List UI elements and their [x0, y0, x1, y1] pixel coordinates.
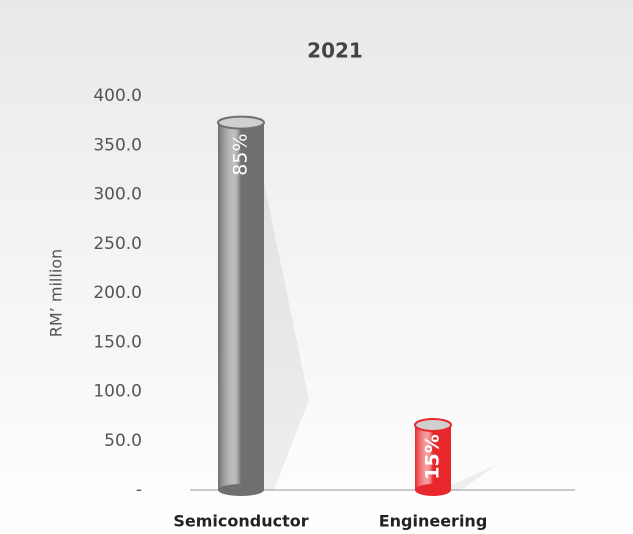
bar-bottom: [218, 484, 264, 496]
x-tick-label: Semiconductor: [173, 512, 308, 531]
bar-top: [414, 417, 452, 432]
bar-shine: [218, 122, 264, 490]
y-tick-label: 400.0: [93, 86, 142, 106]
y-tick-label: 350.0: [93, 135, 142, 155]
bar-shine: [415, 424, 451, 490]
bar-bottom: [415, 484, 451, 496]
y-tick-label: 250.0: [93, 234, 142, 254]
data-label: 85%: [230, 133, 252, 175]
chart-title: 2021: [307, 39, 363, 63]
y-tick-label: 150.0: [93, 332, 142, 352]
y-tick-label: -: [136, 480, 142, 500]
y-tick-label: 300.0: [93, 185, 142, 205]
y-axis-label: RM’ million: [47, 249, 66, 337]
bar-top: [217, 115, 265, 130]
x-tick-label: Engineering: [379, 512, 488, 531]
data-label: 15%: [422, 434, 444, 479]
y-tick-label: 100.0: [93, 382, 142, 402]
y-tick-label: 50.0: [104, 431, 142, 451]
y-tick-label: 200.0: [93, 283, 142, 303]
bar-shadow: [264, 182, 309, 490]
bar-shadow: [451, 464, 496, 490]
